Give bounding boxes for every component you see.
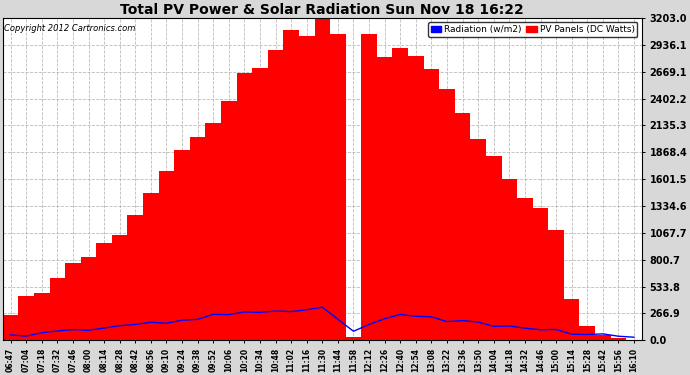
Bar — [34, 293, 50, 340]
Bar — [564, 299, 580, 340]
Bar — [580, 326, 595, 340]
Bar — [221, 100, 237, 340]
Bar — [97, 243, 112, 340]
Bar — [81, 257, 97, 340]
Bar — [611, 338, 627, 340]
Title: Total PV Power & Solar Radiation Sun Nov 18 16:22: Total PV Power & Solar Radiation Sun Nov… — [121, 3, 524, 17]
Bar — [330, 34, 346, 340]
Legend: Radiation (w/m2), PV Panels (DC Watts): Radiation (w/m2), PV Panels (DC Watts) — [428, 22, 638, 37]
Bar — [315, 18, 330, 340]
Bar — [440, 89, 455, 340]
Bar — [128, 214, 143, 340]
Text: Copyright 2012 Cartronics.com: Copyright 2012 Cartronics.com — [4, 24, 135, 33]
Bar — [408, 56, 424, 340]
Bar — [50, 279, 65, 340]
Bar — [346, 337, 362, 340]
Bar — [65, 263, 81, 340]
Bar — [252, 68, 268, 340]
Bar — [19, 296, 34, 340]
Bar — [175, 150, 190, 340]
Bar — [549, 230, 564, 340]
Bar — [112, 235, 128, 340]
Bar — [159, 171, 175, 340]
Bar — [486, 156, 502, 340]
Bar — [502, 179, 517, 340]
Bar — [533, 208, 549, 340]
Bar — [424, 69, 440, 340]
Bar — [299, 36, 315, 340]
Bar — [595, 334, 611, 340]
Bar — [3, 315, 19, 340]
Bar — [393, 48, 408, 340]
Bar — [284, 30, 299, 340]
Bar — [362, 34, 377, 340]
Bar — [455, 113, 471, 340]
Bar — [377, 57, 393, 340]
Bar — [268, 50, 284, 340]
Bar — [471, 139, 486, 340]
Bar — [627, 339, 642, 340]
Bar — [237, 73, 252, 340]
Bar — [206, 123, 221, 340]
Bar — [517, 198, 533, 340]
Bar — [190, 137, 206, 340]
Bar — [143, 193, 159, 340]
